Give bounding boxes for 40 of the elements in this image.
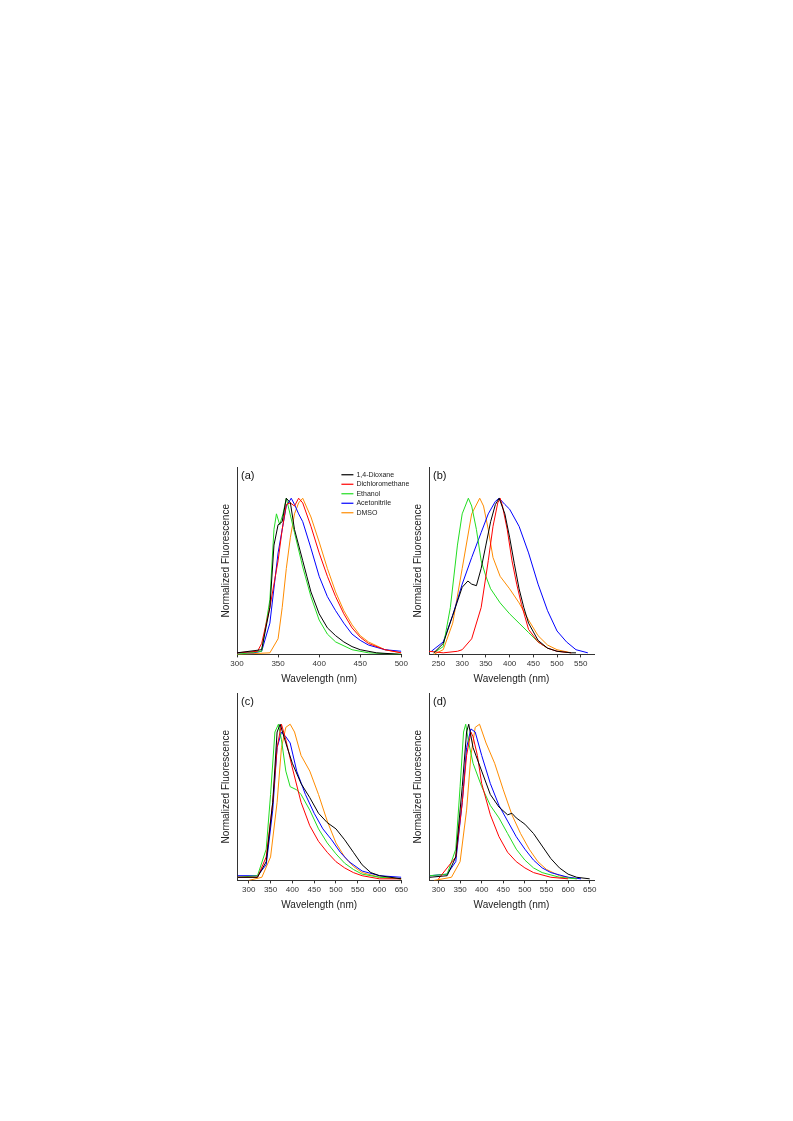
y-axis-title: Normalized Fluorescence xyxy=(219,503,231,618)
chart-title: (a) xyxy=(241,468,255,481)
x-tick-label: 350 xyxy=(453,885,468,895)
x-tick-label: 300 xyxy=(431,885,446,895)
x-tick-label: 350 xyxy=(271,659,286,669)
x-tick-label: 450 xyxy=(353,659,368,669)
y-axis-title: Normalized Fluorescence xyxy=(411,729,423,844)
x-tick-label: 600 xyxy=(561,885,576,895)
x-tick-label: 550 xyxy=(574,659,588,669)
x-tick-label: 500 xyxy=(394,659,409,669)
x-tick-label: 450 xyxy=(526,659,541,669)
x-tick-label: 250 xyxy=(431,659,446,669)
x-tick-label: 650 xyxy=(583,885,597,895)
x-tick-label: 400 xyxy=(285,885,300,895)
x-axis-title: Wavelength (nm) xyxy=(473,672,550,684)
x-tick-label: 450 xyxy=(307,885,322,895)
x-tick-label: 350 xyxy=(479,659,494,669)
x-tick-label: 400 xyxy=(502,659,517,669)
x-axis-title: Wavelength (nm) xyxy=(473,898,550,910)
chart-title: (b) xyxy=(433,468,447,481)
x-tick-label: 500 xyxy=(518,885,533,895)
chart-title: (d) xyxy=(433,694,447,707)
x-axis-title: Wavelength (nm) xyxy=(281,672,358,684)
x-tick-label: 650 xyxy=(394,885,409,895)
x-tick-label: 500 xyxy=(329,885,344,895)
x-axis-title: Wavelength (nm) xyxy=(281,898,358,910)
x-tick-label: 550 xyxy=(539,885,554,895)
x-tick-label: 600 xyxy=(372,885,387,895)
x-tick-label: 500 xyxy=(550,659,565,669)
y-axis-title: Normalized Fluorescence xyxy=(219,729,231,844)
x-tick-label: 400 xyxy=(475,885,489,895)
x-tick-label: 450 xyxy=(496,885,511,895)
x-tick-label: 400 xyxy=(312,659,327,669)
x-tick-label: 550 xyxy=(351,885,365,895)
x-tick-label: 300 xyxy=(242,885,256,895)
x-tick-label: 300 xyxy=(455,659,470,669)
x-tick-label: 350 xyxy=(263,885,278,895)
x-tick-label: 300 xyxy=(230,659,245,669)
chart-title: (c) xyxy=(241,694,254,707)
y-axis-title: Normalized Fluorescence xyxy=(411,503,423,618)
